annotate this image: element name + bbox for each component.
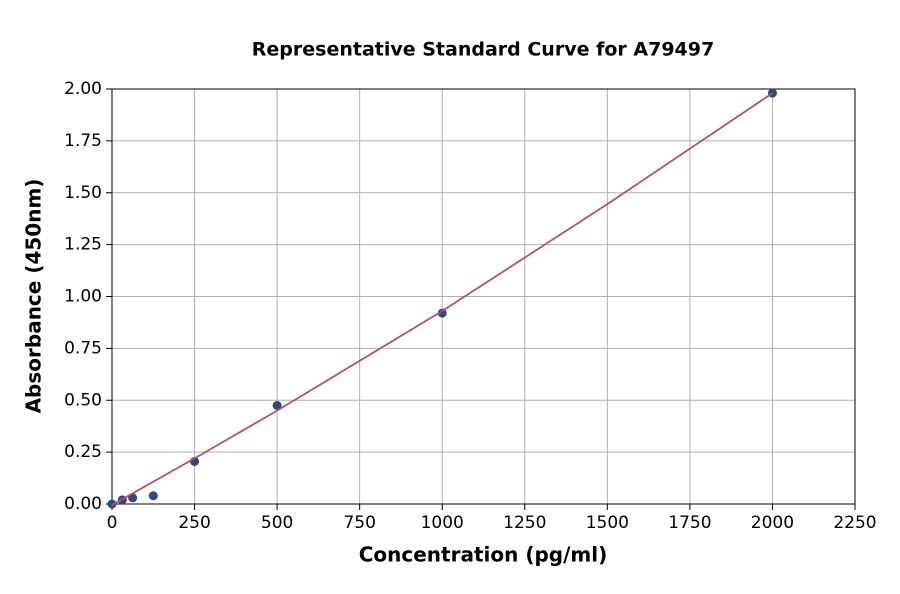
x-tick-label: 2250 (833, 513, 876, 533)
chart-title: Representative Standard Curve for A79497 (252, 39, 714, 61)
y-tick-label: 0.25 (64, 442, 102, 462)
x-tick-label: 750 (343, 513, 375, 533)
plot-frame (111, 88, 856, 505)
y-tick-label: 2.00 (64, 79, 102, 99)
y-tick-label: 0.75 (64, 338, 102, 358)
x-tick-label: 2000 (751, 513, 794, 533)
x-tick-label: 1500 (586, 513, 629, 533)
y-tick-label: 1.00 (64, 287, 102, 307)
y-axis-label: Absorbance (450nm) (22, 179, 46, 414)
data-point (107, 499, 117, 509)
fit-line (111, 92, 773, 506)
x-axis-label: Concentration (pg/ml) (359, 543, 608, 567)
y-tick-label: 0.50 (64, 390, 102, 410)
y-tick-label: 1.50 (64, 183, 102, 203)
data-point (437, 308, 447, 318)
x-tick-label: 1750 (668, 513, 711, 533)
x-tick-label: 500 (261, 513, 293, 533)
y-tick-label: 1.25 (64, 235, 102, 255)
data-point (148, 491, 158, 501)
data-point (272, 400, 282, 410)
y-tick-label: 0.00 (64, 494, 102, 514)
x-tick-label: 1000 (421, 513, 464, 533)
x-tick-label: 1250 (503, 513, 546, 533)
x-tick-label: 250 (178, 513, 210, 533)
x-tick-label: 0 (107, 513, 118, 533)
y-tick-label: 1.75 (64, 131, 102, 151)
